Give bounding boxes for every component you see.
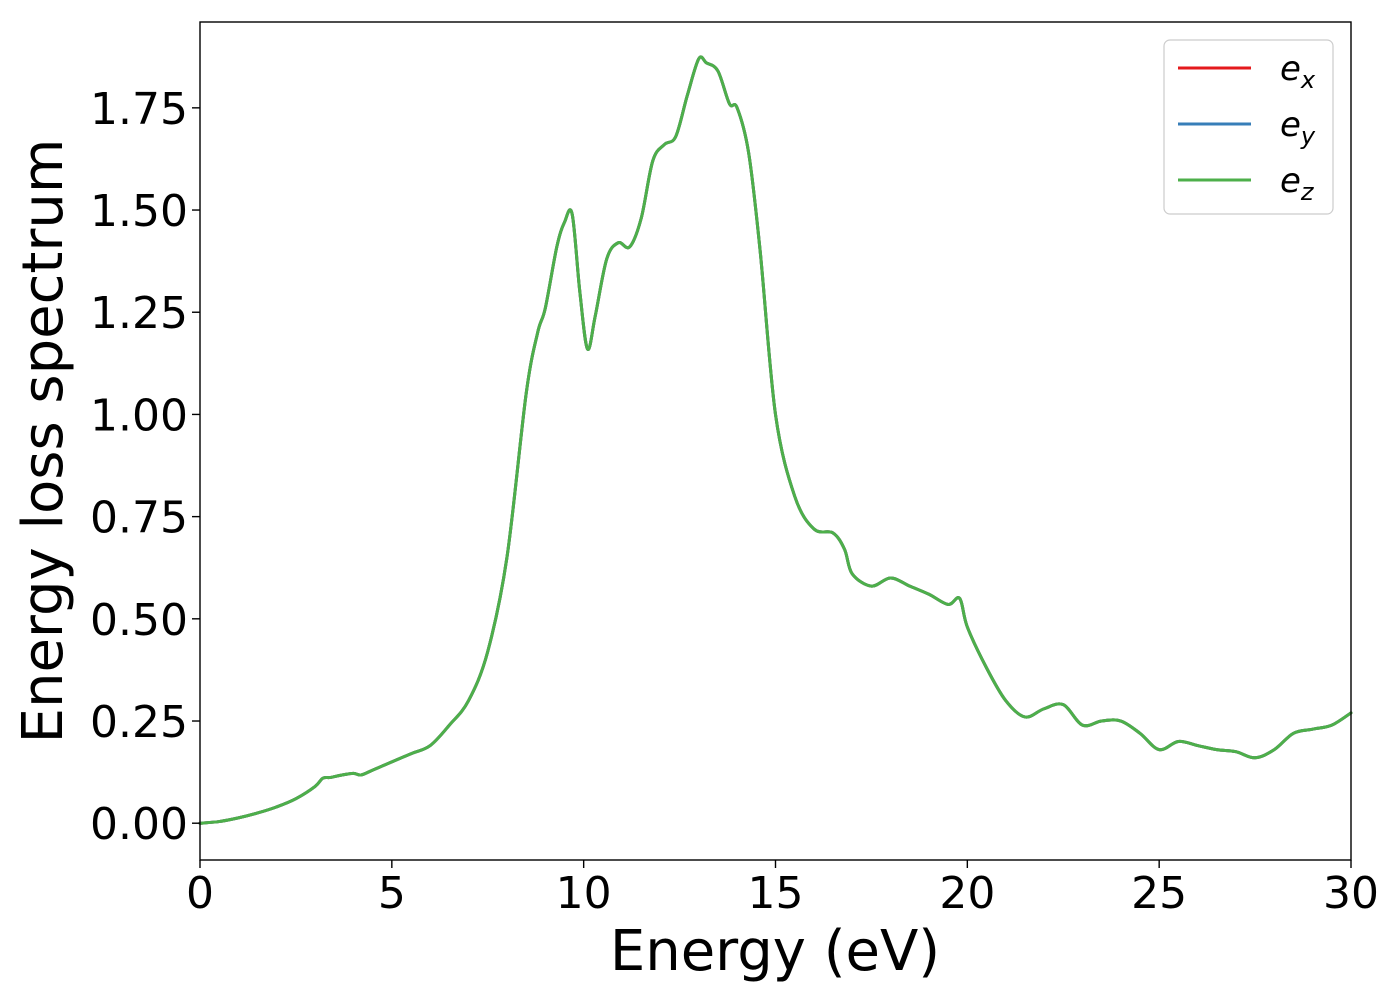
y-tick-label: 0.25 bbox=[90, 697, 188, 748]
y-tick-label: 1.75 bbox=[90, 84, 188, 135]
legend-label: ex bbox=[1280, 49, 1316, 94]
y-tick-label: 0.50 bbox=[90, 595, 188, 646]
legend-label: ez bbox=[1280, 161, 1315, 206]
series-line-e-z bbox=[198, 55, 1353, 825]
legend-box bbox=[1163, 39, 1334, 215]
x-tick-label: 25 bbox=[1131, 868, 1187, 919]
y-axis-label: Energy loss spectrum bbox=[11, 139, 76, 744]
legend-label: ey bbox=[1280, 105, 1316, 150]
x-tick-label: 10 bbox=[556, 868, 612, 919]
plot-lines bbox=[198, 55, 1353, 825]
x-axis-label: Energy (eV) bbox=[610, 919, 940, 984]
y-axis-ticks: 0.00 0.25 0.50 0.75 1.00 1.25 1.50 1.75 bbox=[90, 84, 200, 850]
legend: ex ey ez bbox=[1163, 39, 1334, 215]
legend-entries: ex ey ez bbox=[1178, 49, 1316, 206]
x-tick-label: 15 bbox=[748, 868, 804, 919]
y-tick-label: 1.50 bbox=[90, 186, 188, 237]
x-tick-label: 0 bbox=[186, 868, 214, 919]
x-tick-label: 30 bbox=[1323, 868, 1379, 919]
x-axis-ticks: 0 5 10 15 20 25 30 bbox=[186, 860, 1379, 919]
x-tick-label: 5 bbox=[378, 868, 406, 919]
y-tick-label: 0.00 bbox=[90, 799, 188, 850]
y-tick-label: 0.75 bbox=[90, 493, 188, 544]
y-tick-label: 1.00 bbox=[90, 390, 188, 441]
x-tick-label: 20 bbox=[939, 868, 995, 919]
y-tick-label: 1.25 bbox=[90, 288, 188, 339]
